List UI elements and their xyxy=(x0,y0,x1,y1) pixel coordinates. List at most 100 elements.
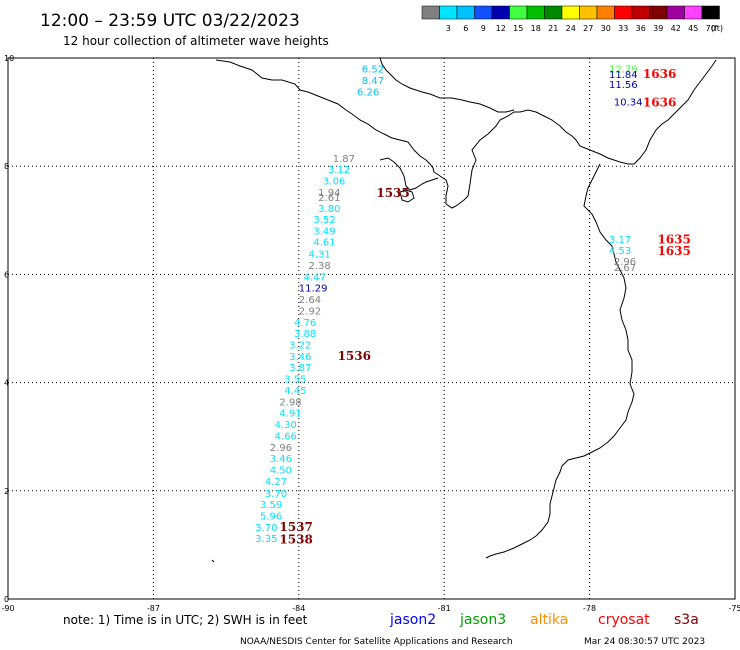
scale-swatch xyxy=(509,5,528,20)
legend-jason3: jason3 xyxy=(459,612,506,628)
scale-swatch xyxy=(649,5,668,20)
scale-label: 12 xyxy=(496,24,506,33)
scale-label: 42 xyxy=(671,24,681,33)
swh-label: 3.52 xyxy=(313,215,335,226)
coastline-panama-west xyxy=(379,157,439,191)
scale-label: 70 xyxy=(706,24,716,33)
pass-label: 1635 xyxy=(657,244,690,258)
plot-frame xyxy=(7,57,736,600)
coastline-north xyxy=(215,59,717,209)
scale-label: 27 xyxy=(583,24,593,33)
swh-label: 4.50 xyxy=(270,465,292,476)
swh-label: 2.61 xyxy=(318,193,340,204)
scale-label: 9 xyxy=(481,24,486,33)
coastline xyxy=(211,57,717,563)
scale-label: 45 xyxy=(688,24,698,33)
swh-label: 3.59 xyxy=(260,500,282,511)
swh-label: 3.12 xyxy=(328,165,350,176)
lat-tick-label: 6 xyxy=(4,270,9,279)
swh-label: 3.88 xyxy=(294,329,316,340)
swh-label: 4.47 xyxy=(304,272,326,283)
swh-label: 3.70 xyxy=(255,523,277,534)
swh-label: 6.52 xyxy=(362,65,384,76)
swh-label: 2.96 xyxy=(270,443,292,454)
swh-label: 4.30 xyxy=(275,420,297,431)
scale-swatch xyxy=(631,5,650,20)
lon-tick-label: -87 xyxy=(147,604,160,613)
island-coiba xyxy=(399,189,415,203)
swh-label: 8.47 xyxy=(362,76,384,87)
swh-label: 1.87 xyxy=(333,154,355,165)
pass-label: 1635 xyxy=(657,233,690,247)
swh-label: 2.96 xyxy=(614,257,636,268)
satellite-legend: jason2 jason3 altika cryosat s3a xyxy=(389,612,699,628)
coastline-gulf-north xyxy=(379,57,515,113)
swh-label: 1.94 xyxy=(318,188,340,199)
swh-label: 3.17 xyxy=(609,235,631,246)
swh-label: 11.84 xyxy=(609,70,638,81)
pass-label: 1536 xyxy=(338,349,371,363)
legend-altika: altika xyxy=(530,612,568,628)
lat-tick-label: 0 xyxy=(4,595,9,604)
swh-label: 10.34 xyxy=(614,98,643,109)
swh-label: 2.64 xyxy=(299,295,321,306)
pass-label: 1636 xyxy=(643,67,676,81)
map-subtitle: 12 hour collection of altimeter wave hei… xyxy=(63,34,329,48)
coastline-colombia xyxy=(485,163,635,559)
swh-label: 4.53 xyxy=(609,246,631,257)
lon-tick-label: -78 xyxy=(583,604,596,613)
swh-label: 4.27 xyxy=(265,477,287,488)
swh-label: 2.38 xyxy=(308,261,330,272)
footer-timestamp: Mar 24 08:30:57 UTC 2023 xyxy=(584,637,705,647)
scale-label: 3 xyxy=(446,24,451,33)
scale-swatch xyxy=(439,5,458,20)
swh-label: 11.56 xyxy=(609,80,638,91)
scale-label: 30 xyxy=(601,24,611,33)
lat-tick-label: 8 xyxy=(4,162,9,171)
swh-label: 4.91 xyxy=(279,409,301,420)
lon-tick-label: -81 xyxy=(438,604,451,613)
scale-swatch xyxy=(421,5,440,20)
scale-swatch xyxy=(684,5,703,20)
scale-swatch xyxy=(544,5,563,20)
scale-swatch xyxy=(456,5,475,20)
color-scale-legend: 3 6 9 12 15 18 21 24 27 30 33 36 39 42 45 70 xyxy=(421,5,720,33)
scale-swatch xyxy=(614,5,633,20)
swh-label: 2.98 xyxy=(279,397,301,408)
footer-note: note: 1) Time is in UTC; 2) SWH is in fe… xyxy=(63,613,308,627)
swh-label: 3.06 xyxy=(323,177,345,188)
pass-label: 1538 xyxy=(279,532,312,546)
swh-label: 4.66 xyxy=(275,431,297,442)
swh-label: 3.35 xyxy=(255,534,277,545)
scale-label: 15 xyxy=(513,24,523,33)
swh-label: 6.26 xyxy=(357,87,379,98)
scale-label: 36 xyxy=(636,24,646,33)
lon-tick-label: -75 xyxy=(728,604,740,613)
swh-label: 3.46 xyxy=(289,352,311,363)
scale-swatch xyxy=(596,5,615,20)
swh-label: 2.67 xyxy=(614,263,636,274)
footer-credit: NOAA/NESDIS Center for Satellite Applica… xyxy=(240,637,513,647)
swh-label: 3.70 xyxy=(265,489,287,500)
scale-swatch xyxy=(561,5,580,20)
swh-label: 4.76 xyxy=(294,318,316,329)
lat-tick-label: 10 xyxy=(4,54,14,63)
scale-label: 6 xyxy=(463,24,468,33)
swh-label: 12.79 xyxy=(609,65,638,76)
axis-tick-labels: -90 -87 -84 -81 -78 -75 10 8 6 4 2 0 xyxy=(1,54,740,613)
swh-label: 4.61 xyxy=(313,238,335,249)
scale-label: 24 xyxy=(566,24,576,33)
lat-lon-grid xyxy=(8,58,735,599)
scale-swatch xyxy=(701,5,720,20)
swh-label: 3.80 xyxy=(318,204,340,215)
island-west xyxy=(211,559,215,563)
swh-label: 3.46 xyxy=(270,454,292,465)
swh-label: 3.55 xyxy=(284,375,306,386)
lon-tick-label: -90 xyxy=(1,604,14,613)
scale-label: 39 xyxy=(653,24,663,33)
legend-s3a: s3a xyxy=(674,612,699,628)
legend-jason2: jason2 xyxy=(389,612,436,628)
swh-label: 3.22 xyxy=(289,341,311,352)
swh-label: 2.92 xyxy=(299,306,321,317)
